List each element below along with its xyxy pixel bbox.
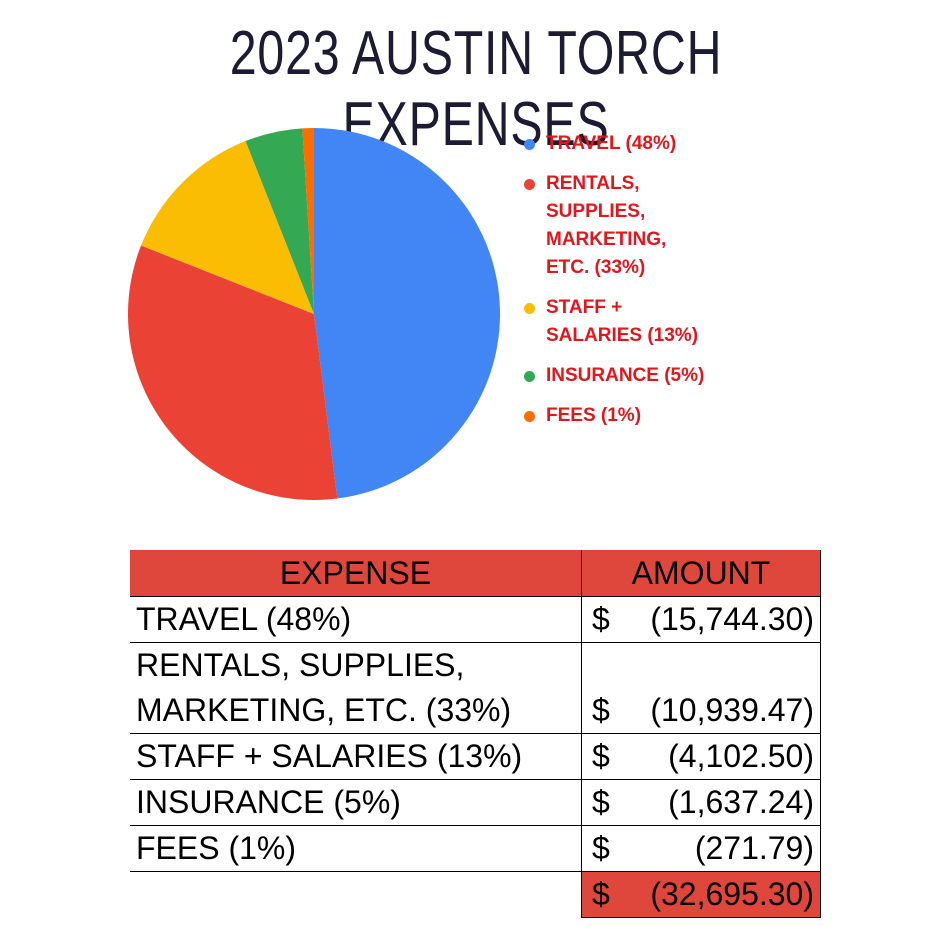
currency: $ xyxy=(592,601,610,637)
amount: (4,102.50) xyxy=(668,738,814,774)
total-row: $ (32,695.30) xyxy=(130,871,821,918)
chart-title: 2023 AUSTIN TORCH EXPENSES xyxy=(229,19,723,159)
amount-cell: $ (1,637.24) xyxy=(581,779,821,826)
amount: (1,637.24) xyxy=(668,784,814,820)
legend-swatch xyxy=(524,303,535,314)
pie-slice xyxy=(302,128,314,314)
amount-cell: $ (10,939.47) xyxy=(581,642,821,734)
table-row: TRAVEL (48%) $ (15,744.30) xyxy=(130,596,821,643)
amount: (10,939.47) xyxy=(650,692,814,728)
legend-swatch xyxy=(524,411,535,422)
currency: $ xyxy=(592,738,610,774)
pie-slice xyxy=(245,128,314,314)
legend-item: TRAVEL (48%) xyxy=(522,130,706,158)
amount-cell: $ (15,744.30) xyxy=(581,596,821,643)
pie-slice xyxy=(141,141,314,314)
legend: TRAVEL (48%) RENTALS, SUPPLIES, MARKETING… xyxy=(522,130,706,442)
legend-label: FEES (1%) xyxy=(546,405,642,426)
table-row: FEES (1%) $ (271.79) xyxy=(130,825,821,872)
expense-cell: TRAVEL (48%) xyxy=(130,596,582,643)
legend-label: STAFF + SALARIES (13%) xyxy=(546,297,699,346)
pie-chart xyxy=(127,128,500,500)
table-row: STAFF + SALARIES (13%) $ (4,102.50) xyxy=(130,733,821,780)
legend-label: INSURANCE (5%) xyxy=(546,365,705,386)
expense-cell: FEES (1%) xyxy=(130,825,582,872)
expense-cell: INSURANCE (5%) xyxy=(130,779,582,826)
expense-table: EXPENSE AMOUNT TRAVEL (48%) $ (15,744.30) REN… xyxy=(130,550,821,918)
currency: $ xyxy=(592,876,610,912)
amount-cell: $ (4,102.50) xyxy=(581,733,821,780)
expense-cell: STAFF + SALARIES (13%) xyxy=(130,733,582,780)
legend-item: STAFF + SALARIES (13%) xyxy=(522,294,706,350)
pie-slice xyxy=(127,245,338,500)
legend-swatch xyxy=(524,371,535,382)
legend-label: TRAVEL (48%) xyxy=(546,133,677,154)
expense-cell: RENTALS, SUPPLIES, MARKETING, ETC. (33%) xyxy=(130,642,582,734)
amount-cell: $ (32,695.30) xyxy=(581,871,821,918)
table-row: INSURANCE (5%) $ (1,637.24) xyxy=(130,779,821,826)
currency: $ xyxy=(592,784,610,820)
header-row: EXPENSE AMOUNT xyxy=(130,550,821,597)
amount: (271.79) xyxy=(694,830,814,866)
header-cell: EXPENSE xyxy=(130,550,582,597)
legend-item: FEES (1%) xyxy=(522,402,706,430)
blank-cell xyxy=(130,872,582,918)
legend-item: RENTALS, SUPPLIES, MARKETING, ETC. (33%) xyxy=(522,170,706,282)
currency: $ xyxy=(592,692,610,728)
legend-label: RENTALS, SUPPLIES, MARKETING, ETC. (33%) xyxy=(546,173,667,278)
pie-slice xyxy=(314,128,500,499)
amount: (32,695.30) xyxy=(650,876,814,912)
amount: (15,744.30) xyxy=(650,601,814,637)
currency: $ xyxy=(592,830,610,866)
legend-swatch xyxy=(524,139,535,150)
amount-cell: $ (271.79) xyxy=(581,825,821,872)
header-cell: AMOUNT xyxy=(581,550,821,597)
legend-item: INSURANCE (5%) xyxy=(522,362,706,390)
table-row: RENTALS, SUPPLIES, MARKETING, ETC. (33%)… xyxy=(130,642,821,734)
legend-swatch xyxy=(524,179,535,190)
